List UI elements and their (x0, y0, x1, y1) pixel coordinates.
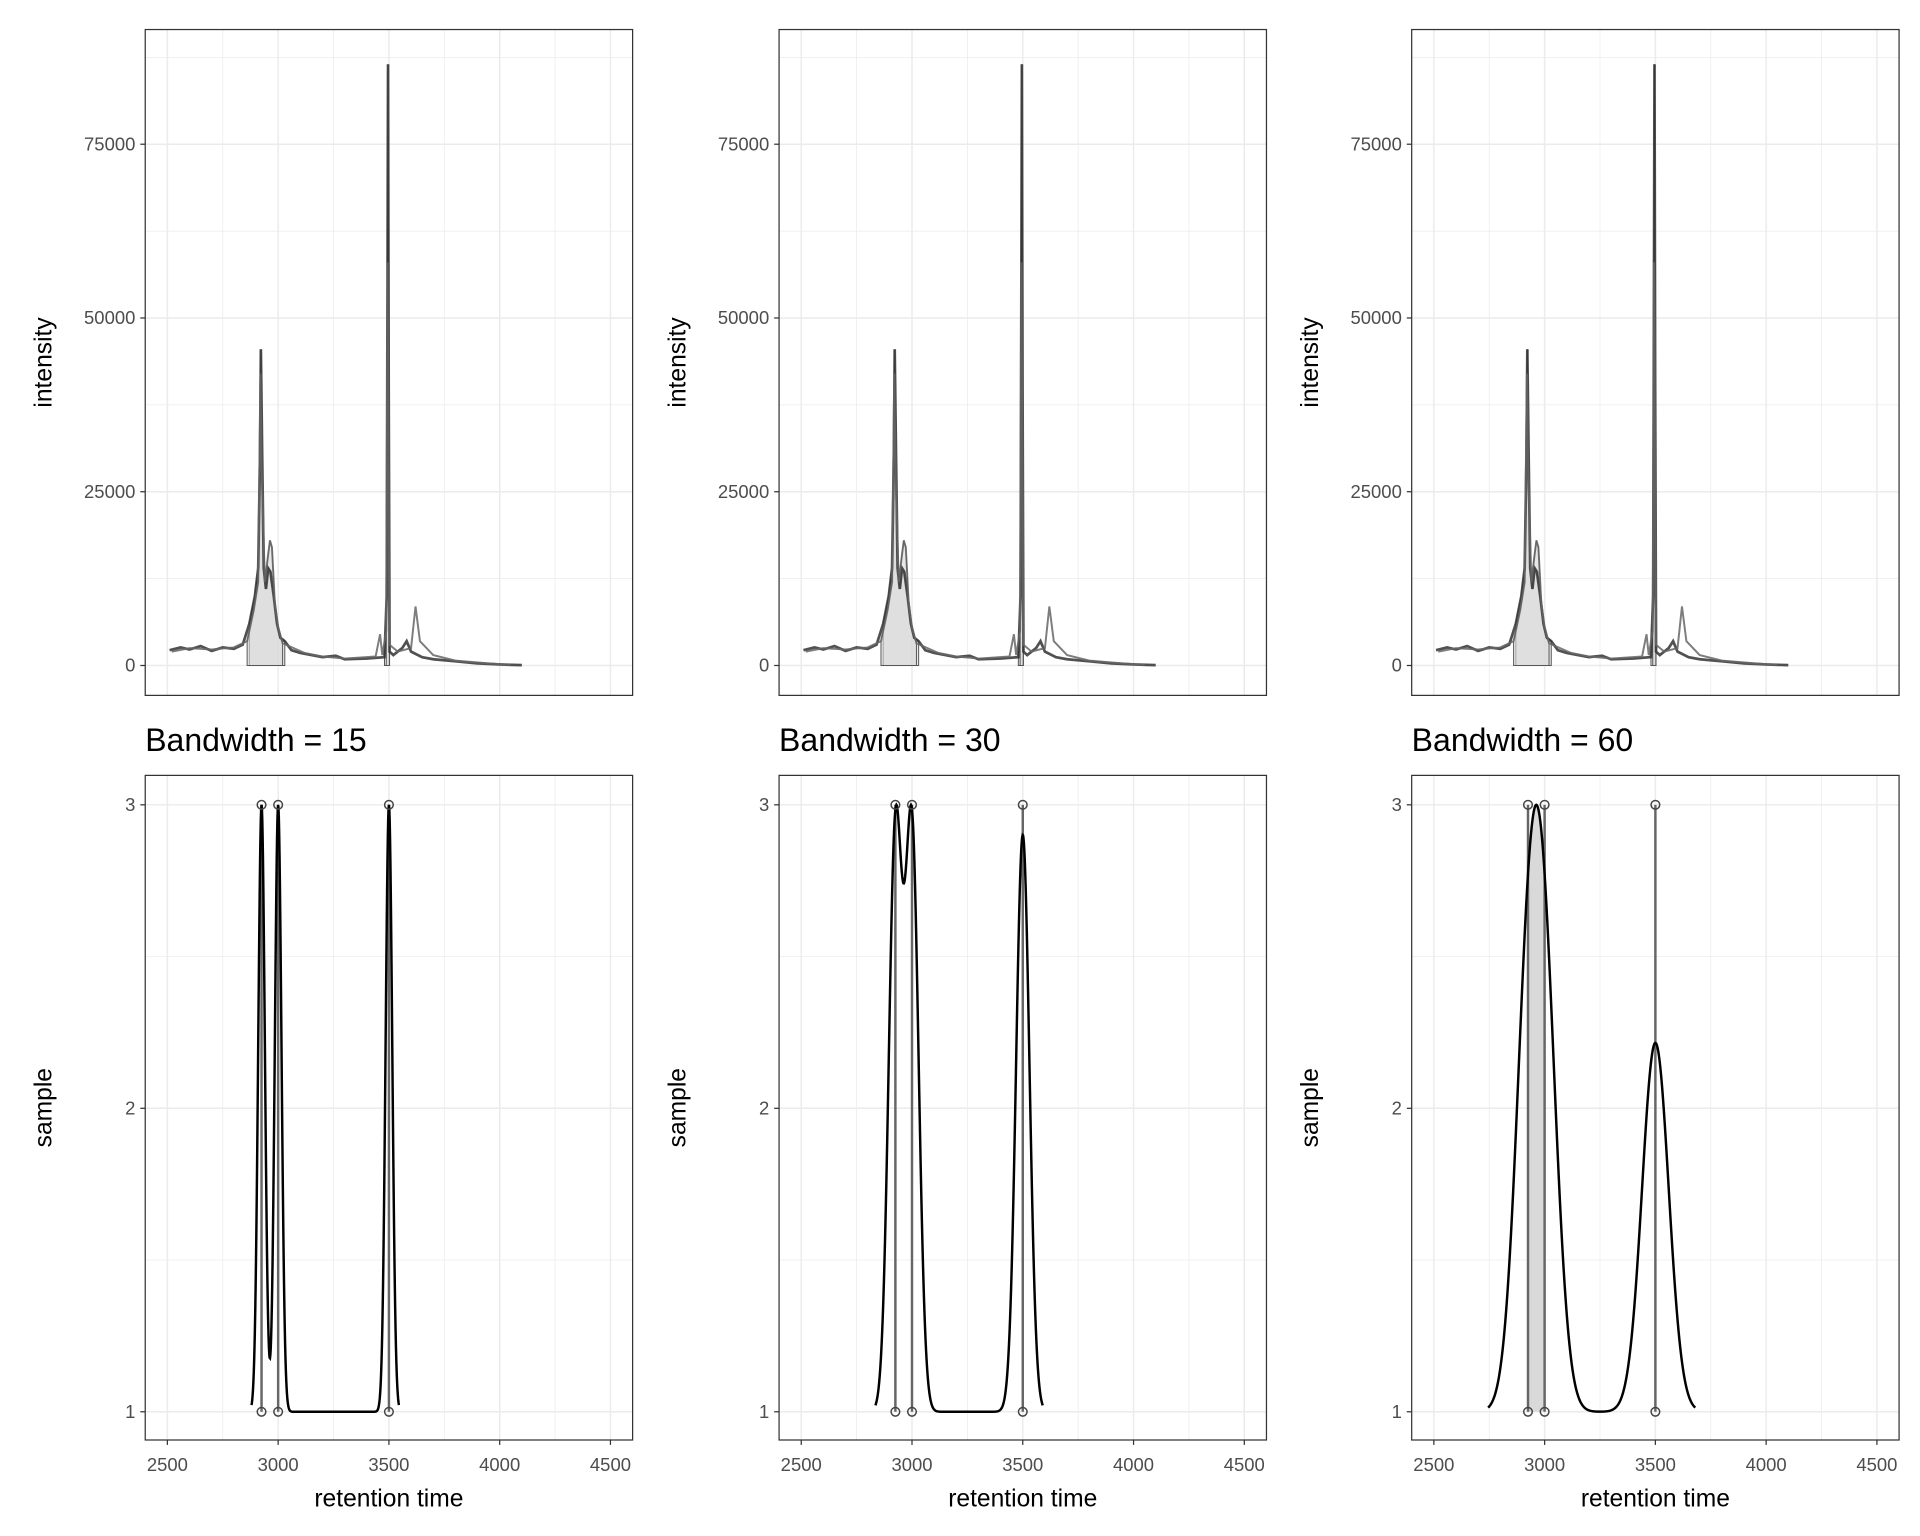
chromatogram-trace (1438, 262, 1778, 666)
panel-title: Bandwidth = 15 (145, 722, 366, 758)
y-tick-label: 1 (1392, 1401, 1402, 1422)
density-fill (1528, 804, 1545, 1412)
chromatogram-trace (1435, 64, 1789, 667)
panel-border (144, 28, 634, 697)
x-axis-label: retention time (948, 1485, 1097, 1512)
peak-point (383, 799, 394, 810)
density-curve (1487, 803, 1697, 1413)
peak-point (256, 799, 267, 810)
panel-border (778, 774, 1268, 1441)
y-axis-label: sample (665, 1068, 692, 1147)
x-tick-label: 4000 (479, 1454, 520, 1475)
y-axis-label: intensity (665, 317, 692, 408)
y-tick-label: 75000 (84, 133, 135, 154)
peak-point (273, 1406, 284, 1417)
density-panel: Bandwidth = 15 2500 3000 3500 4000 4500 1 2 3 sam… (31, 722, 634, 1512)
density-panel: Bandwidth = 30 2500 3000 3500 4000 4500 1 2 3 sam… (665, 722, 1268, 1512)
panel-border (778, 28, 1268, 697)
x-tick-label: 4500 (1224, 1454, 1265, 1475)
y-tick-label: 75000 (718, 133, 769, 154)
x-tick-label: 2500 (147, 1454, 188, 1475)
y-axis-label: intensity (31, 317, 58, 408)
peak-point (906, 799, 918, 810)
panel-title: Bandwidth = 30 (779, 722, 1001, 758)
y-tick-label: 1 (759, 1401, 769, 1422)
chromatogram-trace (805, 262, 1145, 666)
peak-point (1017, 1406, 1028, 1417)
x-tick-label: 4000 (1746, 1454, 1787, 1475)
x-tick-label: 2500 (781, 1454, 822, 1475)
peak-point (890, 1406, 901, 1417)
peak-point (273, 799, 284, 810)
peak-point (1539, 799, 1550, 810)
x-tick-label: 3000 (258, 1454, 299, 1475)
y-tick-label: 25000 (718, 481, 769, 502)
peak-point (383, 1406, 394, 1417)
y-tick-label: 2 (1392, 1097, 1402, 1118)
x-tick-label: 4500 (590, 1454, 631, 1475)
y-tick-label: 25000 (1351, 481, 1402, 502)
y-tick-label: 50000 (1351, 307, 1402, 328)
y-tick-label: 2 (759, 1097, 769, 1118)
y-tick-label: 0 (125, 655, 135, 676)
chromatogram-trace (803, 64, 1156, 667)
peak-point (1522, 1406, 1534, 1417)
panel-border (144, 774, 634, 1441)
x-tick-label: 2500 (1413, 1454, 1454, 1475)
peak-point (906, 1406, 918, 1417)
chromatogram-panel: 0 25000 50000 75000 intensity (1297, 28, 1900, 697)
x-tick-label: 3500 (368, 1454, 409, 1475)
y-tick-label: 2 (125, 1097, 135, 1118)
peak-point (890, 799, 901, 810)
peak-point (1017, 799, 1028, 810)
chromatogram-trace (169, 64, 522, 667)
x-tick-label: 3000 (1524, 1454, 1565, 1475)
y-tick-label: 0 (1392, 655, 1402, 676)
x-tick-label: 3500 (1002, 1454, 1043, 1475)
x-tick-label: 3500 (1635, 1454, 1676, 1475)
peak-point (256, 1406, 267, 1417)
x-tick-label: 4500 (1856, 1454, 1897, 1475)
y-tick-label: 50000 (84, 307, 135, 328)
y-tick-label: 75000 (1351, 133, 1402, 154)
x-axis-label: retention time (314, 1485, 463, 1512)
peak-point (1650, 799, 1661, 810)
peak-point (1650, 1406, 1661, 1417)
density-curve (250, 804, 401, 1414)
chromatogram-panel: 0 25000 50000 75000 intensity (665, 28, 1268, 697)
panel-border (1411, 774, 1900, 1441)
panel-border (1411, 28, 1900, 697)
y-tick-label: 50000 (718, 307, 769, 328)
x-tick-label: 4000 (1113, 1454, 1154, 1475)
y-tick-label: 3 (125, 794, 135, 815)
chromatogram-panel: 0 25000 50000 75000 intensity (31, 28, 634, 697)
y-tick-label: 25000 (84, 481, 135, 502)
y-tick-label: 3 (1392, 794, 1402, 815)
peak-point (1539, 1406, 1550, 1417)
panel-title: Bandwidth = 60 (1412, 722, 1634, 758)
x-tick-label: 3000 (891, 1454, 932, 1475)
y-tick-label: 0 (759, 655, 769, 676)
density-curve (874, 802, 1044, 1414)
y-axis-label: intensity (1297, 317, 1324, 408)
y-tick-label: 1 (125, 1401, 135, 1422)
y-axis-label: sample (31, 1068, 58, 1147)
y-tick-label: 3 (759, 794, 769, 815)
density-panel: Bandwidth = 60 2500 3000 3500 4000 4500 1 2 3 sam… (1297, 722, 1900, 1512)
peak-point (1522, 799, 1534, 810)
chromatogram-trace (171, 262, 511, 666)
y-axis-label: sample (1297, 1068, 1324, 1147)
x-axis-label: retention time (1581, 1485, 1730, 1512)
